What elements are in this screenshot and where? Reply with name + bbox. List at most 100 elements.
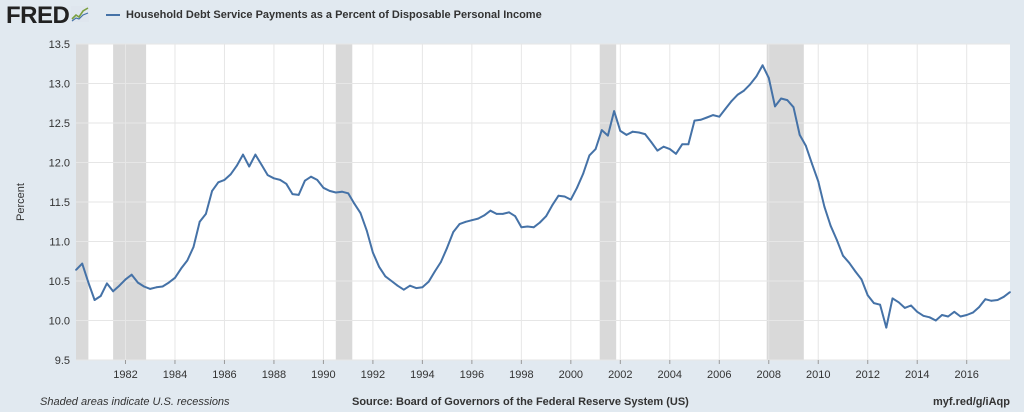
data-point (780, 97, 782, 100)
x-tick-label: 2000 (559, 369, 583, 381)
data-point (996, 299, 999, 301)
data-point (848, 261, 851, 264)
data-point (978, 306, 980, 308)
data-point (1002, 295, 1005, 298)
y-tick-label: 10.5 (49, 276, 70, 288)
data-point (712, 114, 714, 116)
data-point (266, 174, 269, 177)
y-axis-title: Percent (15, 183, 27, 221)
y-tick-label: 12.0 (49, 158, 70, 170)
data-point (965, 314, 968, 316)
data-point (687, 143, 690, 146)
fred-graph-icon (71, 5, 90, 27)
data-point (421, 286, 424, 289)
data-point (81, 262, 84, 265)
data-point (446, 246, 448, 249)
data-point (922, 314, 925, 317)
data-point (532, 226, 535, 229)
data-point (903, 307, 906, 309)
data-point (668, 148, 671, 151)
data-point (916, 310, 919, 313)
data-point (761, 64, 764, 67)
data-point (217, 181, 220, 184)
data-point (328, 190, 331, 192)
y-tick-label: 9.5 (55, 355, 70, 367)
data-point (464, 220, 467, 223)
x-tick-label: 1996 (460, 369, 484, 381)
source-note: Source: Board of Governors of the Federa… (352, 396, 689, 408)
data-point (539, 221, 541, 224)
data-point (143, 285, 145, 288)
x-tick-label: 2010 (806, 369, 830, 381)
data-point (161, 285, 164, 288)
data-point (730, 100, 733, 102)
data-point (638, 131, 640, 134)
y-tick-label: 12.5 (49, 118, 70, 130)
data-point (378, 265, 380, 268)
y-tick-label: 11.0 (49, 237, 70, 249)
data-point (285, 182, 288, 185)
data-point (675, 152, 677, 155)
data-point (718, 115, 721, 118)
data-point (767, 77, 770, 79)
y-tick-label: 13.0 (49, 79, 70, 91)
data-point (155, 286, 158, 289)
data-point (860, 278, 863, 281)
x-tick-label: 1998 (509, 369, 533, 381)
data-point (990, 299, 993, 302)
data-point (959, 315, 962, 318)
data-point (167, 281, 170, 284)
data-point (866, 294, 869, 297)
data-point (273, 177, 275, 180)
data-point (656, 149, 659, 152)
data-point (279, 179, 281, 181)
data-point (786, 99, 789, 101)
data-point (198, 220, 201, 223)
data-point (334, 191, 337, 194)
chart-legend: Household Debt Service Payments as a Per… (106, 9, 542, 21)
data-point (607, 134, 609, 137)
data-point (736, 93, 739, 96)
data-point (477, 217, 479, 220)
x-tick-label: 1986 (212, 369, 236, 381)
data-point (749, 83, 752, 86)
data-point (174, 276, 176, 279)
data-point (854, 270, 857, 273)
data-point (415, 287, 418, 289)
y-tick-label: 11.5 (49, 197, 70, 209)
data-point (514, 215, 517, 218)
x-tick-label: 2008 (757, 369, 781, 381)
recession-note: Shaded areas indicate U.S. recessions (40, 396, 230, 408)
x-tick-label: 2016 (954, 369, 978, 381)
data-point (792, 106, 795, 109)
data-point (440, 261, 442, 263)
x-tick-label: 1994 (410, 369, 434, 381)
data-point (192, 246, 195, 248)
series-line (75, 64, 1011, 329)
data-point (885, 326, 888, 329)
data-point (774, 105, 776, 108)
data-point (93, 299, 96, 301)
data-point (489, 209, 492, 212)
x-tick-label: 2002 (608, 369, 632, 381)
data-point (520, 226, 523, 229)
data-point (260, 164, 263, 166)
data-point (545, 215, 547, 218)
data-point (205, 213, 207, 215)
data-point (835, 239, 838, 241)
data-point (588, 154, 591, 157)
data-point (743, 89, 745, 92)
data-point (124, 278, 127, 281)
data-point (353, 202, 356, 205)
data-point (873, 302, 875, 304)
data-point (811, 163, 813, 166)
data-point (384, 275, 387, 278)
y-tick-label: 10.0 (49, 316, 70, 328)
data-point (619, 130, 622, 132)
data-point (817, 180, 820, 183)
data-point (235, 164, 238, 167)
fred-logo[interactable]: FRED (6, 4, 90, 28)
data-point (625, 134, 628, 136)
short-link[interactable]: myf.red/g/iAqp (932, 396, 1010, 408)
